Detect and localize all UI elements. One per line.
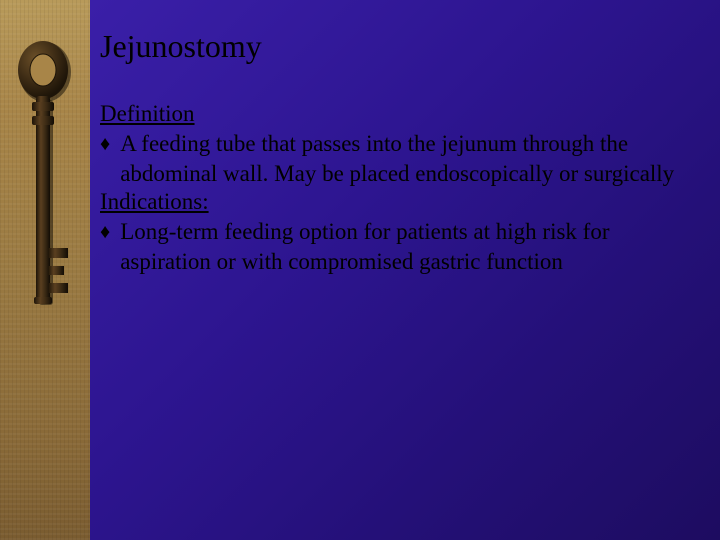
bullet-definition-text: A feeding tube that passes into the jeju… (120, 129, 690, 189)
slide-content: Jejunostomy Definition ♦ A feeding tube … (90, 0, 720, 540)
bullet-indications: ♦ Long-term feeding option for patients … (100, 217, 690, 277)
heading-definition: Definition (100, 101, 690, 127)
bullet-indications-text: Long-term feeding option for patients at… (120, 217, 690, 277)
slide-title: Jejunostomy (100, 28, 690, 65)
decorative-sidebar (0, 0, 90, 540)
heading-indications: Indications: (100, 189, 690, 215)
diamond-bullet-icon: ♦ (100, 129, 110, 159)
diamond-bullet-icon: ♦ (100, 217, 110, 247)
key-icon (15, 40, 75, 345)
bullet-definition: ♦ A feeding tube that passes into the je… (100, 129, 690, 189)
